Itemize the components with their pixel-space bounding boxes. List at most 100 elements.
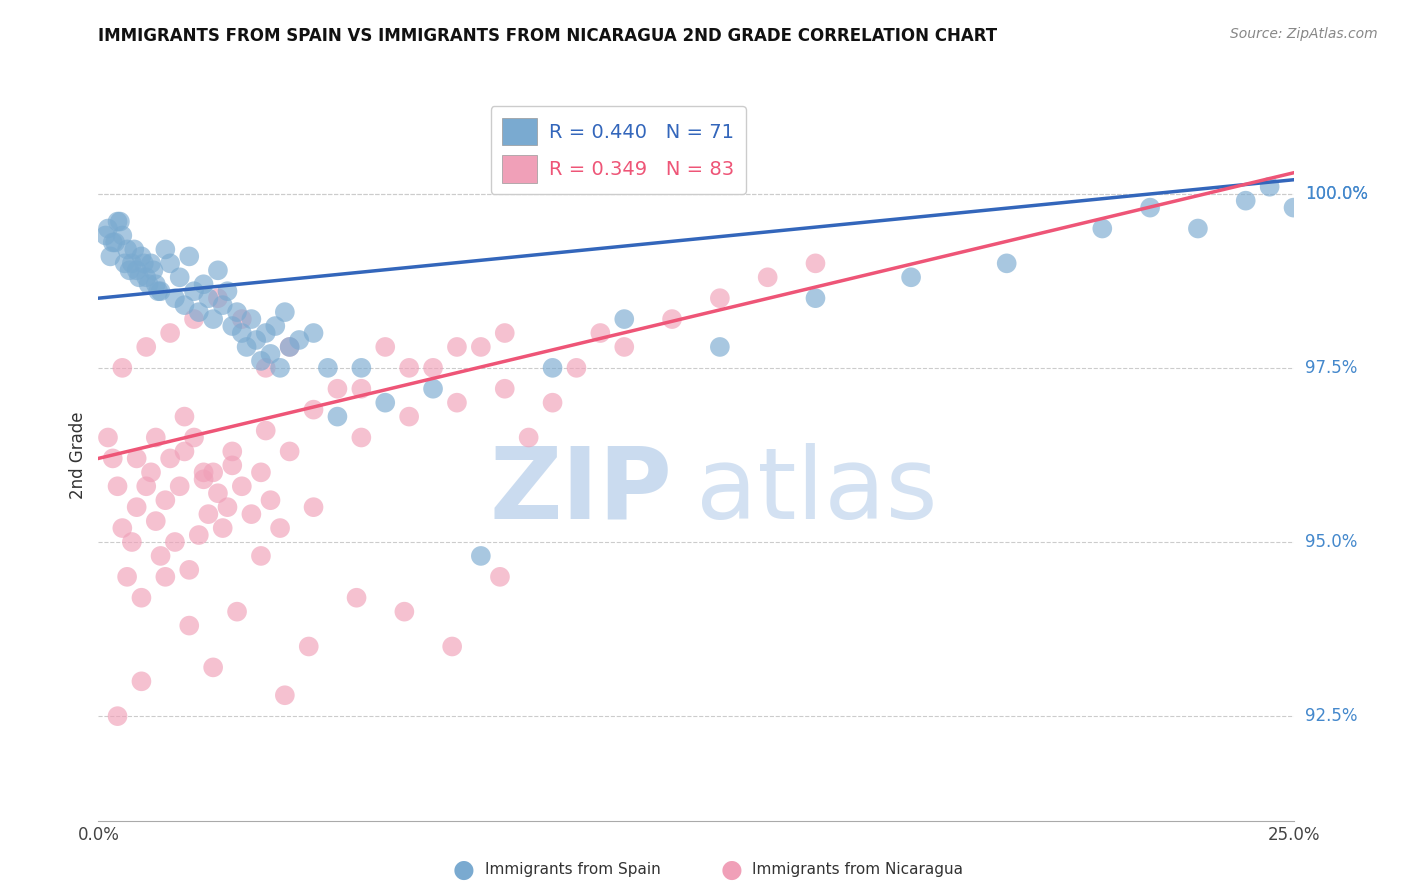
Point <box>149 284 172 298</box>
Point <box>446 340 468 354</box>
Point <box>187 528 209 542</box>
Point <box>135 270 157 285</box>
Point <box>316 360 339 375</box>
Point <box>298 640 321 654</box>
Point <box>125 451 148 466</box>
Point <box>115 243 138 257</box>
Point <box>254 360 277 375</box>
Point <box>709 340 731 354</box>
Point <box>211 521 233 535</box>
Point <box>995 256 1018 270</box>
Text: 92.5%: 92.5% <box>1305 707 1357 725</box>
Point <box>138 277 160 292</box>
Text: Immigrants from Nicaragua: Immigrants from Nicaragua <box>752 863 963 877</box>
Point <box>169 479 191 493</box>
Point <box>240 507 263 521</box>
Point <box>104 235 127 250</box>
Point <box>274 305 297 319</box>
Legend: R = 0.440   N = 71, R = 0.349   N = 83: R = 0.440 N = 71, R = 0.349 N = 83 <box>491 106 745 194</box>
Point <box>179 618 201 632</box>
Point <box>441 640 464 654</box>
Point <box>900 270 922 285</box>
Point <box>254 326 277 340</box>
Point <box>193 466 215 480</box>
Point <box>145 430 167 444</box>
Point <box>114 256 136 270</box>
Point <box>207 486 229 500</box>
Point <box>398 409 420 424</box>
Point <box>565 360 588 375</box>
Point <box>202 466 225 480</box>
Point <box>139 466 162 480</box>
Text: ●: ● <box>453 858 475 881</box>
Point <box>98 249 122 263</box>
Text: 95.0%: 95.0% <box>1305 533 1357 551</box>
Point <box>350 360 373 375</box>
Point <box>169 270 191 285</box>
Text: IMMIGRANTS FROM SPAIN VS IMMIGRANTS FROM NICARAGUA 2ND GRADE CORRELATION CHART: IMMIGRANTS FROM SPAIN VS IMMIGRANTS FROM… <box>98 27 997 45</box>
Point <box>197 507 219 521</box>
Point <box>183 284 205 298</box>
Point <box>125 263 148 277</box>
Point <box>132 256 155 270</box>
Point <box>108 214 131 228</box>
Point <box>131 674 153 689</box>
Point <box>269 360 291 375</box>
Point <box>470 549 492 563</box>
Point <box>124 243 146 257</box>
Point <box>97 221 120 235</box>
Point <box>250 466 273 480</box>
Point <box>613 312 636 326</box>
Point <box>709 291 731 305</box>
Point <box>101 235 124 250</box>
Point <box>346 591 368 605</box>
Point <box>250 549 273 563</box>
Point <box>94 228 117 243</box>
Point <box>173 409 195 424</box>
Point <box>231 479 253 493</box>
Point <box>183 312 205 326</box>
Point <box>173 444 195 458</box>
Point <box>326 382 349 396</box>
Point <box>756 270 779 285</box>
Point <box>326 409 349 424</box>
Point <box>240 312 263 326</box>
Point <box>142 263 165 277</box>
Y-axis label: 2nd Grade: 2nd Grade <box>69 411 87 499</box>
Point <box>131 249 153 263</box>
Point <box>121 256 143 270</box>
Point <box>231 312 253 326</box>
Text: Immigrants from Spain: Immigrants from Spain <box>485 863 661 877</box>
Point <box>422 360 444 375</box>
Point <box>1258 179 1281 194</box>
Point <box>97 430 120 444</box>
Point <box>179 249 201 263</box>
Point <box>804 291 827 305</box>
Point <box>259 347 281 361</box>
Point <box>111 360 134 375</box>
Point <box>118 263 141 277</box>
Point <box>217 284 239 298</box>
Point <box>398 360 420 375</box>
Point <box>278 340 301 354</box>
Point <box>107 479 129 493</box>
Point <box>288 333 311 347</box>
Point <box>163 291 186 305</box>
Point <box>163 535 186 549</box>
Point <box>135 340 157 354</box>
Text: 100.0%: 100.0% <box>1305 185 1368 202</box>
Point <box>111 521 134 535</box>
Point <box>350 430 373 444</box>
Point <box>179 563 201 577</box>
Point <box>422 382 444 396</box>
Text: ZIP: ZIP <box>489 443 672 540</box>
Point <box>446 395 468 409</box>
Point <box>302 500 325 515</box>
Point <box>1282 201 1305 215</box>
Point <box>274 688 297 702</box>
Point <box>541 360 564 375</box>
Point <box>145 277 167 292</box>
Point <box>302 402 325 417</box>
Point <box>155 570 177 584</box>
Point <box>1091 221 1114 235</box>
